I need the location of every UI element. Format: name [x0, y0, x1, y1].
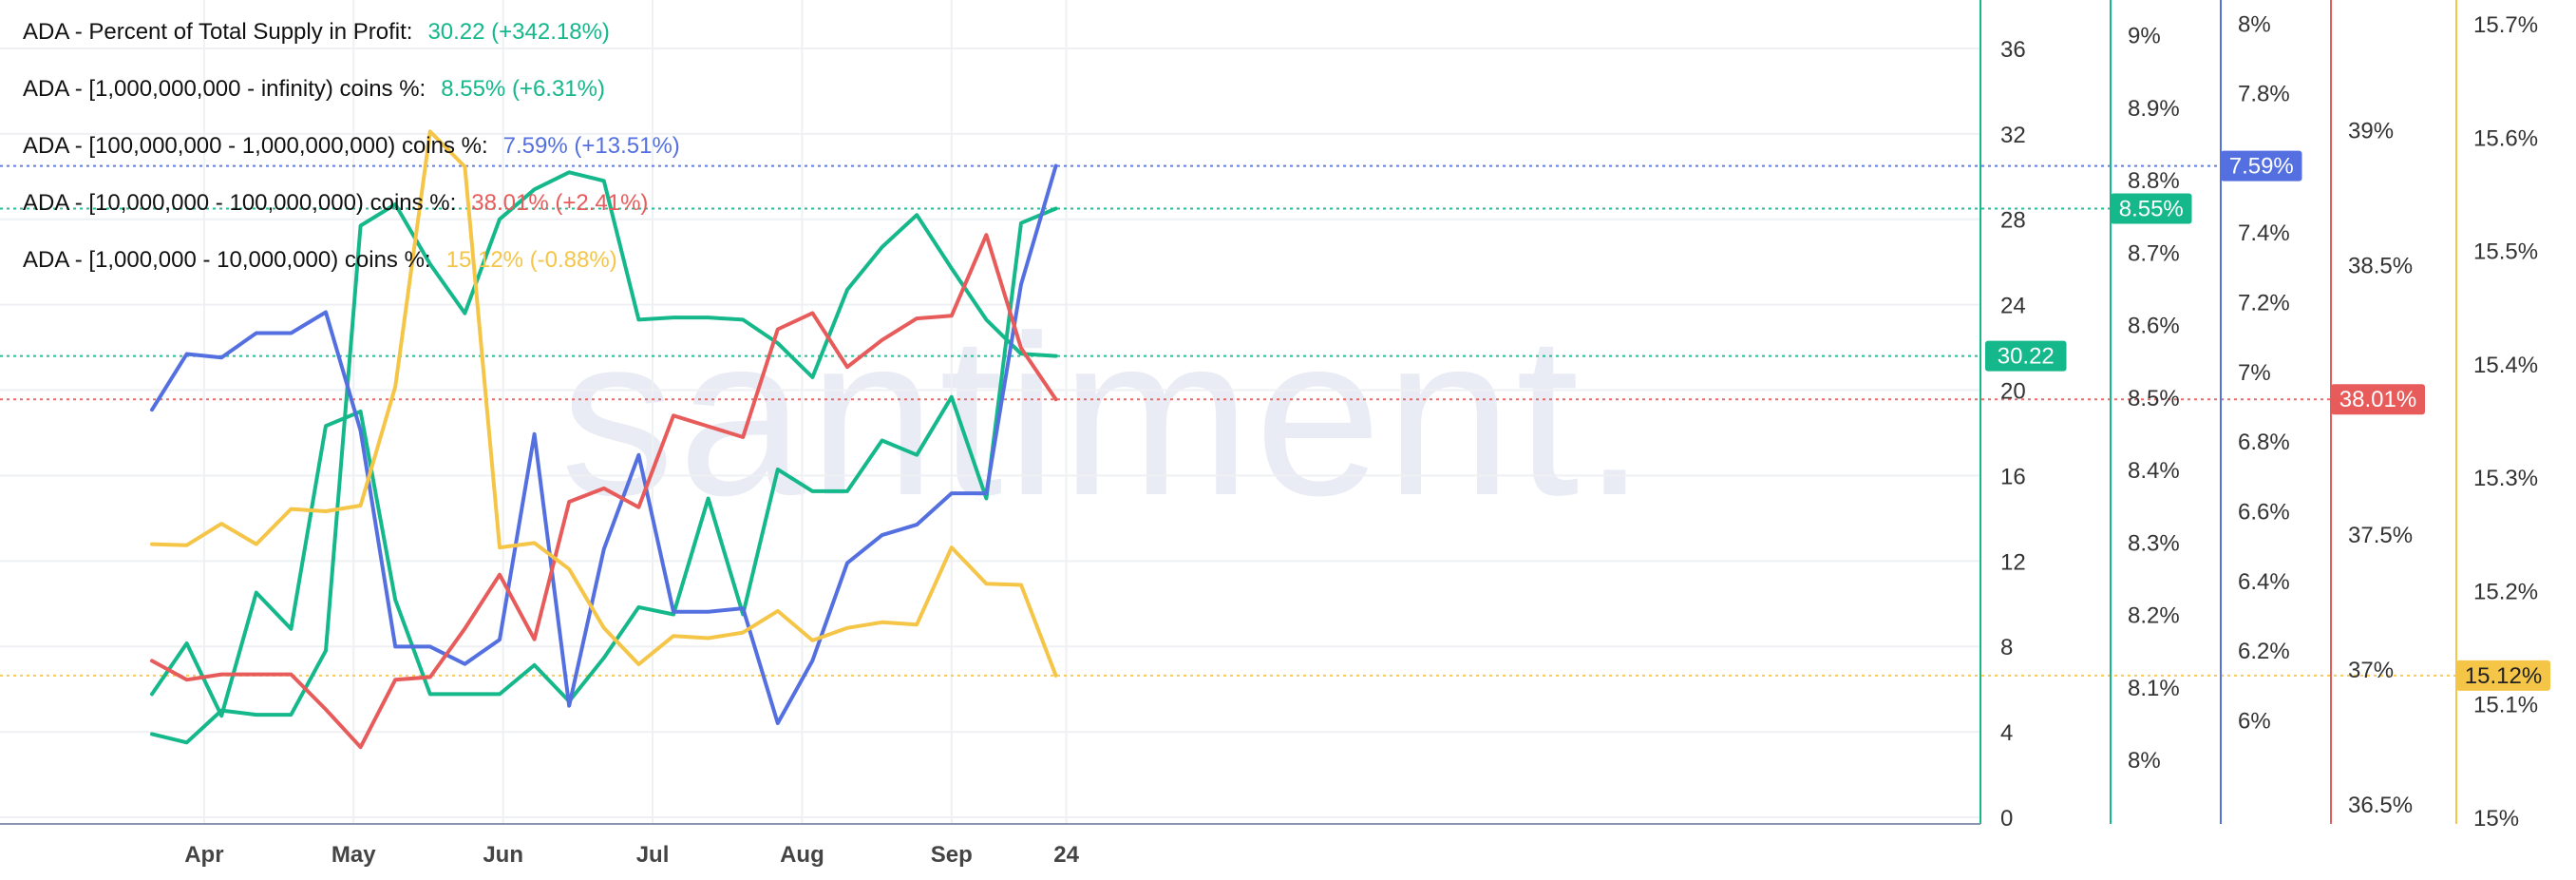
y-tick-label: 15.4%	[2473, 353, 2538, 378]
y-tick-label: 16	[2000, 464, 2026, 489]
y-tick-label: 8%	[2238, 11, 2271, 37]
y-tick-label: 15%	[2473, 806, 2519, 832]
y-tick-label: 15.3%	[2473, 466, 2538, 491]
y-tick-label: 20	[2000, 379, 2026, 405]
x-tick-label: Sep	[931, 842, 973, 868]
y-tick-label: 15.1%	[2473, 693, 2538, 718]
series-line	[150, 129, 1058, 678]
last-value-badge	[2331, 384, 2425, 415]
series-line	[150, 206, 1058, 718]
y-tick-label: 12	[2000, 549, 2026, 575]
series-line	[150, 233, 1058, 750]
y-tick-label: 37.5%	[2348, 523, 2413, 548]
y-tick-label: 8.5%	[2128, 386, 2180, 411]
x-tick-label: May	[331, 842, 376, 868]
reference-lines	[0, 164, 2456, 677]
legend-label: ADA - [100,000,000 - 1,000,000,000) coin…	[23, 133, 488, 159]
y-tick-label: 8.2%	[2128, 603, 2180, 629]
y-tick-label: 15.2%	[2473, 579, 2538, 604]
series-line	[150, 170, 1058, 745]
y-tick-label: 4	[2000, 720, 2013, 746]
y-tick-label: 9%	[2128, 24, 2161, 49]
y-tick-label: 28	[2000, 208, 2026, 234]
legend-label: ADA - Percent of Total Supply in Profit:	[23, 19, 413, 45]
y-tick-label: 36.5%	[2348, 793, 2413, 818]
y-tick-label: 7%	[2238, 360, 2271, 386]
last-value-badge	[2221, 150, 2302, 182]
x-axis: Apr May Jun Jul Aug Sep 24	[0, 823, 1980, 868]
y-tick-label: 24	[2000, 294, 2026, 319]
y-tick-label: 32	[2000, 123, 2026, 148]
y-tick-label: 6.6%	[2238, 499, 2290, 525]
legend-value: 30.22 (+342.18%)	[427, 19, 610, 45]
y-tick-label: 6.2%	[2238, 639, 2290, 664]
x-tick-label: Jul	[636, 842, 670, 868]
y-tick-label: 8.3%	[2128, 530, 2180, 556]
legend-item-profit[interactable]: ADA - Percent of Total Supply in Profit:…	[23, 13, 680, 70]
y-tick-label: 8.6%	[2128, 314, 2180, 339]
legend-item-100m-coins[interactable]: ADA - [100,000,000 - 1,000,000,000) coin…	[23, 127, 680, 184]
series-line	[150, 163, 1058, 725]
legend-value: 8.55% (+6.31%)	[441, 76, 605, 102]
y-tick-label: 15.5%	[2473, 239, 2538, 265]
legend-value: 38.01% (+2.41%)	[471, 190, 649, 216]
x-tick-label: Jun	[483, 842, 523, 868]
y-tick-label: 6%	[2238, 708, 2271, 734]
y-tick-label: 36	[2000, 37, 2026, 63]
y-tick-label: 8.4%	[2128, 458, 2180, 484]
y-tick-label: 39%	[2348, 119, 2394, 144]
y-tick-label: 7.2%	[2238, 291, 2290, 316]
y-tick-label: 8	[2000, 635, 2013, 660]
y-tick-label: 8.7%	[2128, 240, 2180, 266]
legend-label: ADA - [10,000,000 - 100,000,000) coins %…	[23, 190, 457, 216]
y-tick-label: 38.5%	[2348, 253, 2413, 278]
last-value-badge-label: 30.22	[1998, 344, 2055, 370]
last-value-badge-label: 8.55%	[2119, 197, 2184, 222]
axes-group: 0 4 8 12 16 20 24 28 32 36 8% 8.1% 8.2% 8.3% 8.4% 8.5% 8…	[1979, 0, 2550, 832]
legend-value: 7.59% (+13.51%)	[502, 133, 680, 159]
legend-label: ADA - [1,000,000 - 10,000,000) coins %:	[23, 247, 431, 273]
x-tick-label: 24	[1053, 842, 1079, 868]
last-value-badge	[2456, 660, 2550, 691]
legend-value: 15.12% (-0.88%)	[445, 247, 617, 273]
last-value-badge	[1985, 340, 2067, 372]
last-value-badge-label: 15.12%	[2465, 663, 2542, 689]
y-tick-label: 7.4%	[2238, 220, 2290, 246]
last-value-badge-label: 38.01%	[2339, 387, 2416, 412]
series-group	[150, 129, 1058, 750]
last-value-badge	[2111, 193, 2192, 224]
watermark: santiment.	[560, 288, 1650, 543]
y-tick-label: 8.1%	[2128, 676, 2180, 701]
legend-item-10m-coins[interactable]: ADA - [10,000,000 - 100,000,000) coins %…	[23, 184, 680, 241]
y-tick-label: 8.9%	[2128, 96, 2180, 122]
x-tick-label: Apr	[184, 842, 223, 868]
legend-item-1m-coins[interactable]: ADA - [1,000,000 - 10,000,000) coins %: 1…	[23, 241, 680, 298]
y-tick-label: 7.8%	[2238, 82, 2290, 107]
y-tick-label: 0	[2000, 806, 2013, 832]
y-tick-label: 37%	[2348, 658, 2394, 683]
y-tick-label: 15.7%	[2473, 12, 2538, 38]
legend-label: ADA - [1,000,000,000 - infinity) coins %…	[23, 76, 426, 102]
legend: ADA - Percent of Total Supply in Profit:…	[23, 13, 680, 298]
grid	[0, 0, 1980, 824]
y-tick-label: 15.6%	[2473, 125, 2538, 151]
x-tick-label: Aug	[780, 842, 824, 868]
y-tick-label: 6.8%	[2238, 430, 2290, 455]
last-value-badge-label: 7.59%	[2229, 154, 2294, 180]
y-tick-label: 8.8%	[2128, 168, 2180, 194]
y-tick-label: 8%	[2128, 748, 2161, 774]
y-tick-label: 6.4%	[2238, 569, 2290, 595]
legend-item-1b-coins[interactable]: ADA - [1,000,000,000 - infinity) coins %…	[23, 70, 680, 127]
